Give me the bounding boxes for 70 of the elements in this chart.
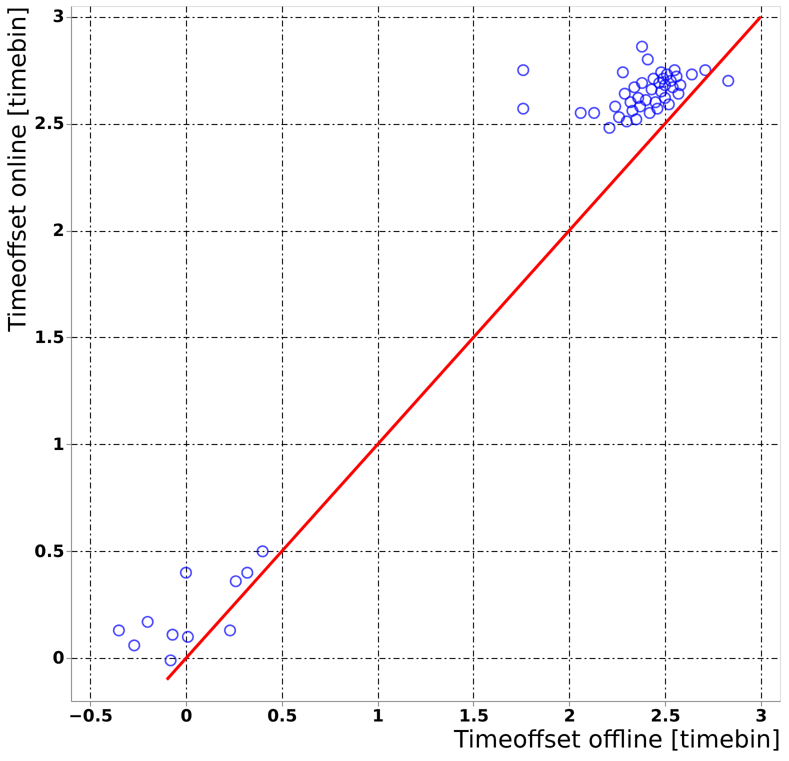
point	[668, 64, 681, 76]
point	[651, 102, 664, 115]
y-tick-label: 1	[52, 434, 64, 455]
x-tick-label: 2	[564, 706, 576, 726]
point	[630, 113, 642, 126]
point	[640, 94, 652, 106]
point	[618, 88, 631, 100]
point	[660, 68, 673, 80]
point	[128, 639, 140, 652]
point	[142, 616, 154, 628]
point	[655, 66, 668, 78]
y-tick-label: 0	[52, 648, 65, 669]
point	[634, 100, 646, 113]
x-tick-label: 1.5	[458, 706, 489, 726]
point	[646, 83, 658, 96]
point	[632, 92, 644, 104]
y-tick-label: 2	[52, 221, 64, 242]
point	[722, 74, 734, 87]
y-tick-label: 2.5	[34, 114, 64, 134]
point	[182, 630, 194, 643]
point	[628, 81, 640, 94]
y-tick-label: 1.5	[34, 328, 64, 348]
x-tick-label: 3	[755, 706, 768, 726]
point	[664, 74, 677, 87]
point	[166, 628, 179, 641]
point	[256, 545, 269, 558]
point	[624, 96, 637, 108]
point	[672, 88, 684, 100]
point	[112, 624, 125, 636]
point	[224, 624, 236, 636]
point	[657, 72, 670, 85]
point	[655, 86, 668, 98]
point	[670, 70, 683, 83]
y-axis-title: Timeoffset online [timebin]	[3, 6, 32, 333]
point	[620, 115, 633, 128]
point	[180, 566, 192, 579]
point	[649, 96, 662, 108]
y-tick-label: 3	[52, 7, 64, 28]
point	[574, 106, 587, 119]
point	[616, 66, 629, 78]
point	[609, 100, 622, 113]
point	[686, 68, 698, 80]
point	[164, 654, 177, 666]
point	[517, 64, 530, 76]
point	[699, 64, 712, 76]
point	[588, 106, 600, 119]
point	[647, 72, 660, 85]
point	[653, 76, 666, 90]
x-tick-label: 1	[372, 706, 384, 726]
point	[626, 104, 638, 117]
x-tick-label: 2.5	[650, 706, 681, 726]
point	[241, 566, 254, 579]
x-tick-label: 0.5	[267, 706, 298, 726]
point	[636, 76, 648, 90]
point	[674, 79, 686, 92]
point	[658, 92, 672, 104]
x-axis-title: Timeoffset offline [timebin]	[453, 726, 780, 754]
x-tick-label: −0.5	[68, 706, 113, 726]
point	[662, 98, 675, 110]
x-tick-label: 0	[180, 706, 193, 726]
y-tick-label: 0.5	[34, 542, 64, 562]
point	[642, 53, 654, 66]
point	[612, 111, 626, 124]
point	[666, 81, 679, 94]
point	[603, 122, 616, 134]
point	[230, 575, 242, 588]
point	[636, 40, 648, 53]
point	[644, 106, 656, 119]
point	[658, 79, 672, 92]
point	[517, 102, 530, 115]
